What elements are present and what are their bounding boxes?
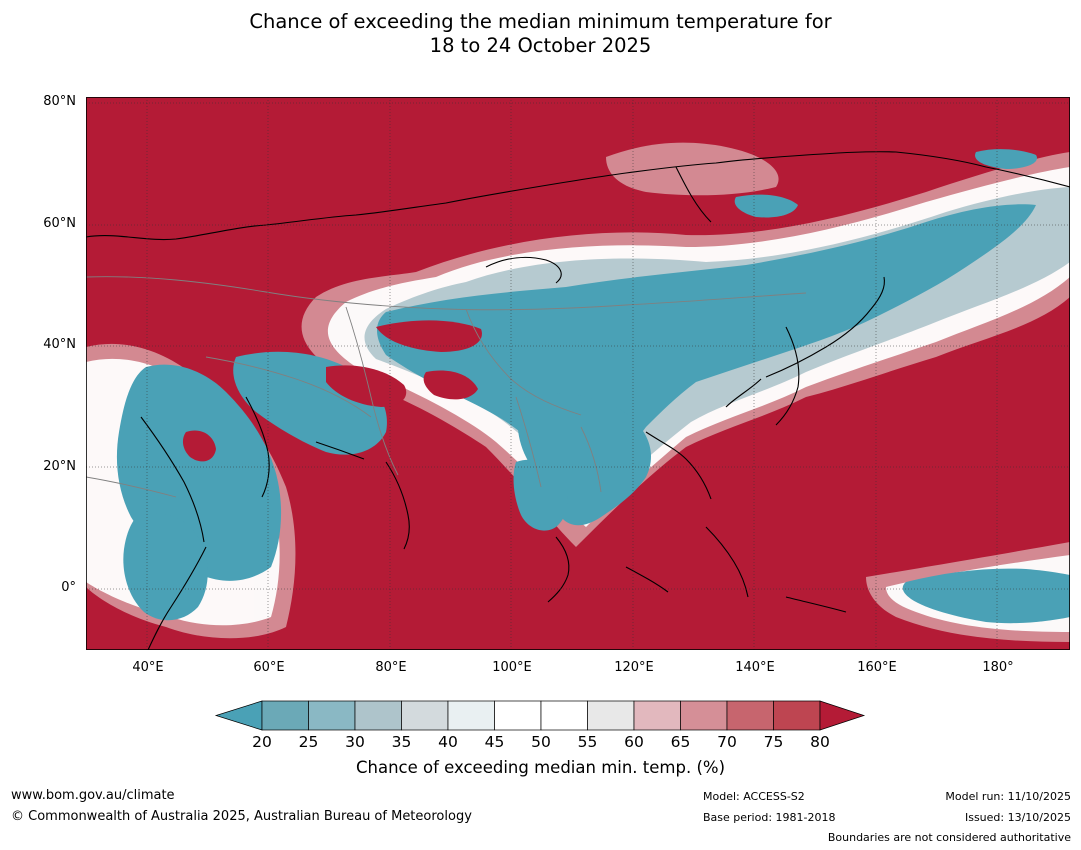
colorbar-tick-label: 25 — [299, 733, 319, 750]
coastlines — [86, 151, 1070, 650]
colorbar-bin — [494, 700, 542, 731]
colorbar-bin — [773, 700, 821, 731]
lon-label-80e: 80°E — [375, 660, 407, 675]
colorbar-tick-label: 20 — [252, 733, 272, 750]
colorbar-tick-label: 55 — [578, 733, 598, 750]
lon-label-180: 180° — [982, 660, 1014, 675]
colorbar-bin — [261, 700, 309, 731]
colorbar-bin — [633, 700, 681, 731]
lon-label-160e: 160°E — [857, 660, 897, 675]
chart-title-line-1: Chance of exceeding the median minimum t… — [249, 10, 832, 33]
high-probability-islands — [182, 320, 482, 462]
lat-label-0: 0° — [61, 580, 76, 595]
colorbar-tick-labels: 20 25 30 35 40 45 50 55 60 65 70 75 80 — [252, 733, 830, 750]
colorbar-tick-label: 40 — [438, 733, 458, 750]
chart-title-line-2: 18 to 24 October 2025 — [429, 34, 652, 57]
footer-model-run: Model run: 11/10/2025 — [945, 790, 1071, 803]
lat-label-40n: 40°N — [43, 337, 76, 352]
colorbar-tick-label: 80 — [810, 733, 830, 750]
colorbar-tick-label: 60 — [624, 733, 644, 750]
lat-label-80n: 80°N — [43, 94, 76, 109]
lon-label-100e: 100°E — [492, 660, 532, 675]
colorbar-tick-label: 50 — [531, 733, 551, 750]
colorbar-tick-label: 75 — [764, 733, 784, 750]
colorbar-tick-label: 35 — [392, 733, 412, 750]
colorbar-bin — [587, 700, 635, 731]
graticule — [86, 97, 1070, 650]
footer-url: www.bom.gov.au/climate — [11, 788, 175, 803]
colorbar-label: Chance of exceeding median min. temp. (%… — [355, 758, 726, 777]
colorbar-bin — [540, 700, 588, 731]
lon-label-60e: 60°E — [253, 660, 285, 675]
lon-label-140e: 140°E — [735, 660, 775, 675]
colorbar-extend-high — [819, 700, 866, 731]
lon-label-120e: 120°E — [614, 660, 654, 675]
footer-model: Model: ACCESS-S2 — [703, 790, 805, 803]
footer-copyright: © Commonwealth of Australia 2025, Austra… — [11, 809, 472, 824]
colorbar-swatches — [214, 700, 866, 731]
colorbar: 20 25 30 35 40 45 50 55 60 65 70 75 80 — [214, 700, 866, 750]
colorbar-bin — [401, 700, 449, 731]
colorbar-extend-low — [214, 700, 263, 731]
lat-label-60n: 60°N — [43, 216, 76, 231]
lon-label-40e: 40°E — [132, 660, 164, 675]
map-frame — [86, 97, 1070, 650]
colorbar-bin — [447, 700, 495, 731]
colorbar-tick-label: 30 — [345, 733, 365, 750]
footer-issued: Issued: 13/10/2025 — [964, 811, 1071, 824]
colorbar-bin — [726, 700, 774, 731]
footer-disclaimer: Boundaries are not considered authoritat… — [827, 831, 1071, 844]
chart-title: Chance of exceeding the median minimum t… — [0, 10, 1081, 58]
colorbar-tick-label: 65 — [671, 733, 691, 750]
footer-base-period: Base period: 1981-2018 — [703, 811, 836, 824]
country-borders — [86, 276, 807, 498]
colorbar-tick-label: 45 — [485, 733, 505, 750]
lat-label-20n: 20°N — [43, 459, 76, 474]
colorbar-bin — [354, 700, 402, 731]
colorbar-tick-label: 70 — [717, 733, 737, 750]
colorbar-bin — [680, 700, 728, 731]
colorbar-bin — [308, 700, 356, 731]
probability-map — [86, 97, 1070, 650]
